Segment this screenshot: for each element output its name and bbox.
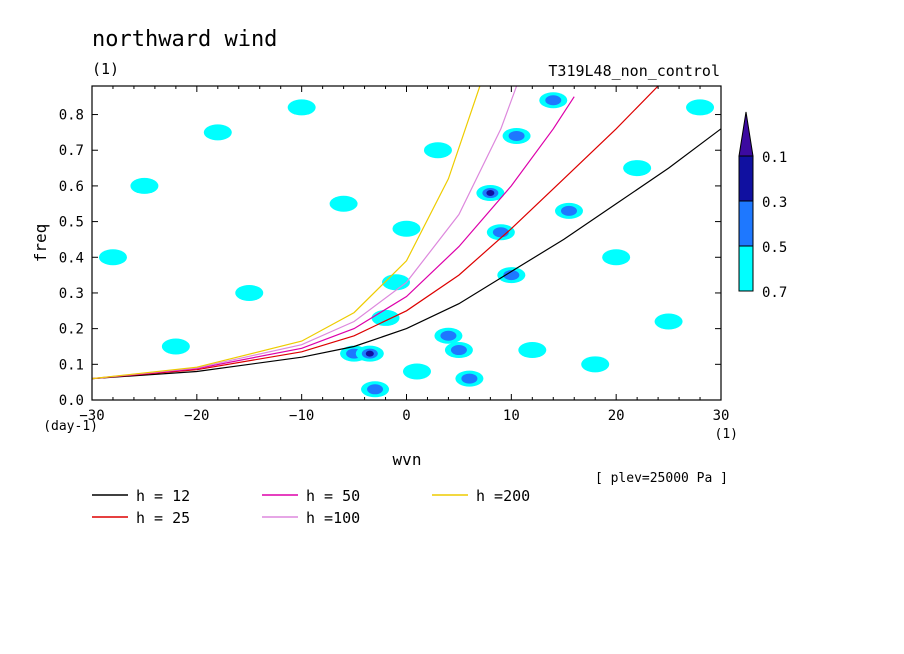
legend-item: h = 12 bbox=[92, 487, 190, 505]
heatmap-patch bbox=[476, 185, 505, 202]
heatmap-patch bbox=[402, 363, 431, 380]
colorbar-label: 0.5 bbox=[762, 240, 787, 256]
heatmap-patch bbox=[554, 202, 583, 219]
plot-frame bbox=[91, 85, 722, 401]
y-tick-label: 0.0 bbox=[59, 393, 84, 409]
y-tick-label: 0.7 bbox=[59, 143, 84, 159]
heatmap-patch bbox=[686, 99, 715, 116]
heatmap-patch bbox=[161, 338, 190, 355]
colorbar-extend-arrow bbox=[738, 111, 754, 157]
heatmap-patch bbox=[623, 160, 652, 177]
x-tick-label: 10 bbox=[503, 408, 520, 424]
heatmap-patch bbox=[361, 381, 390, 398]
legend-item: h = 50 bbox=[262, 487, 360, 505]
plot-area bbox=[91, 85, 722, 401]
colorbar-label: 0.3 bbox=[762, 195, 787, 211]
heatmap-patch bbox=[602, 249, 631, 266]
x-tick-label: −30 bbox=[79, 408, 104, 424]
legend-label: h = 12 bbox=[136, 487, 190, 505]
colorbar: 0.1 0.3 0.5 0.7 bbox=[738, 111, 787, 301]
heatmap-patch bbox=[130, 177, 159, 194]
chart-title: northward wind bbox=[92, 27, 277, 52]
legend-label: h =100 bbox=[306, 509, 360, 527]
heatmap-patch bbox=[539, 92, 568, 109]
x-tick-label: −20 bbox=[184, 408, 209, 424]
heatmap-patch bbox=[502, 127, 531, 144]
y-tick-label: 0.4 bbox=[59, 250, 84, 266]
heatmap-patch bbox=[203, 124, 232, 141]
colorbar-swatch bbox=[738, 245, 754, 292]
x-unit-label: (1) bbox=[715, 427, 738, 442]
legend-label: h = 50 bbox=[306, 487, 360, 505]
legend-label: h =200 bbox=[476, 487, 530, 505]
heatmap-patch bbox=[444, 342, 473, 359]
colorbar-swatch bbox=[738, 155, 754, 202]
x-tick-label: 30 bbox=[713, 408, 730, 424]
dispersion-curves bbox=[92, 86, 721, 380]
legend-item: h =200 bbox=[432, 487, 530, 505]
legend-item: h =100 bbox=[262, 509, 360, 527]
x-axis: −30 −20 −10 0 10 20 30 bbox=[79, 86, 729, 424]
heatmap-patch bbox=[581, 356, 610, 373]
heatmap-patch bbox=[654, 313, 683, 330]
y-unit-label: (day-1) bbox=[43, 419, 98, 434]
heatmap-patch bbox=[423, 142, 452, 159]
colorbar-swatch bbox=[738, 200, 754, 247]
x-tick-label: −10 bbox=[289, 408, 314, 424]
colorbar-label: 0.7 bbox=[762, 285, 787, 301]
y-tick-label: 0.2 bbox=[59, 322, 84, 338]
heatmap-patch bbox=[235, 284, 264, 301]
heatmap-patch bbox=[518, 342, 547, 359]
y-axis-label: freq bbox=[31, 224, 50, 263]
curve-25 bbox=[92, 86, 659, 380]
heatmap-layer bbox=[98, 92, 715, 398]
x-tick-label: 20 bbox=[608, 408, 625, 424]
legend: h = 12 h = 25 h = 50 h =100 h =200 bbox=[92, 487, 530, 527]
heatmap-patch bbox=[497, 267, 526, 284]
heatmap-patch bbox=[392, 220, 421, 237]
heatmap-patch bbox=[371, 309, 400, 326]
curve-12 bbox=[92, 128, 721, 380]
curve-100 bbox=[92, 86, 518, 380]
y-tick-label: 0.3 bbox=[59, 286, 84, 302]
heatmap-patch bbox=[455, 370, 484, 387]
y-tick-label: 0.8 bbox=[59, 108, 84, 124]
y-tick-label: 0.6 bbox=[59, 179, 84, 195]
plev-annotation: [ plev=25000 Pa ] bbox=[595, 471, 728, 486]
y-axis: 0.0 0.1 0.2 0.3 0.4 0.5 0.6 0.7 0.8 bbox=[59, 108, 721, 409]
heatmap-patch bbox=[287, 99, 316, 116]
y-tick-label: 0.5 bbox=[59, 215, 84, 231]
run-label: T319L48_non_control bbox=[548, 62, 720, 80]
heatmap-patch bbox=[355, 345, 384, 362]
x-tick-label: 0 bbox=[402, 408, 410, 424]
heatmap-patch bbox=[98, 249, 127, 266]
heatmap-patch bbox=[434, 327, 463, 344]
curve-50 bbox=[92, 96, 575, 380]
y-tick-label: 0.1 bbox=[59, 357, 84, 373]
legend-item: h = 25 bbox=[92, 509, 190, 527]
legend-label: h = 25 bbox=[136, 509, 190, 527]
colorbar-label: 0.1 bbox=[762, 150, 787, 166]
x-axis-label: wvn bbox=[393, 450, 422, 469]
heatmap-patch bbox=[329, 195, 358, 212]
title-unit: (1) bbox=[92, 60, 119, 78]
curve-200 bbox=[92, 86, 481, 380]
